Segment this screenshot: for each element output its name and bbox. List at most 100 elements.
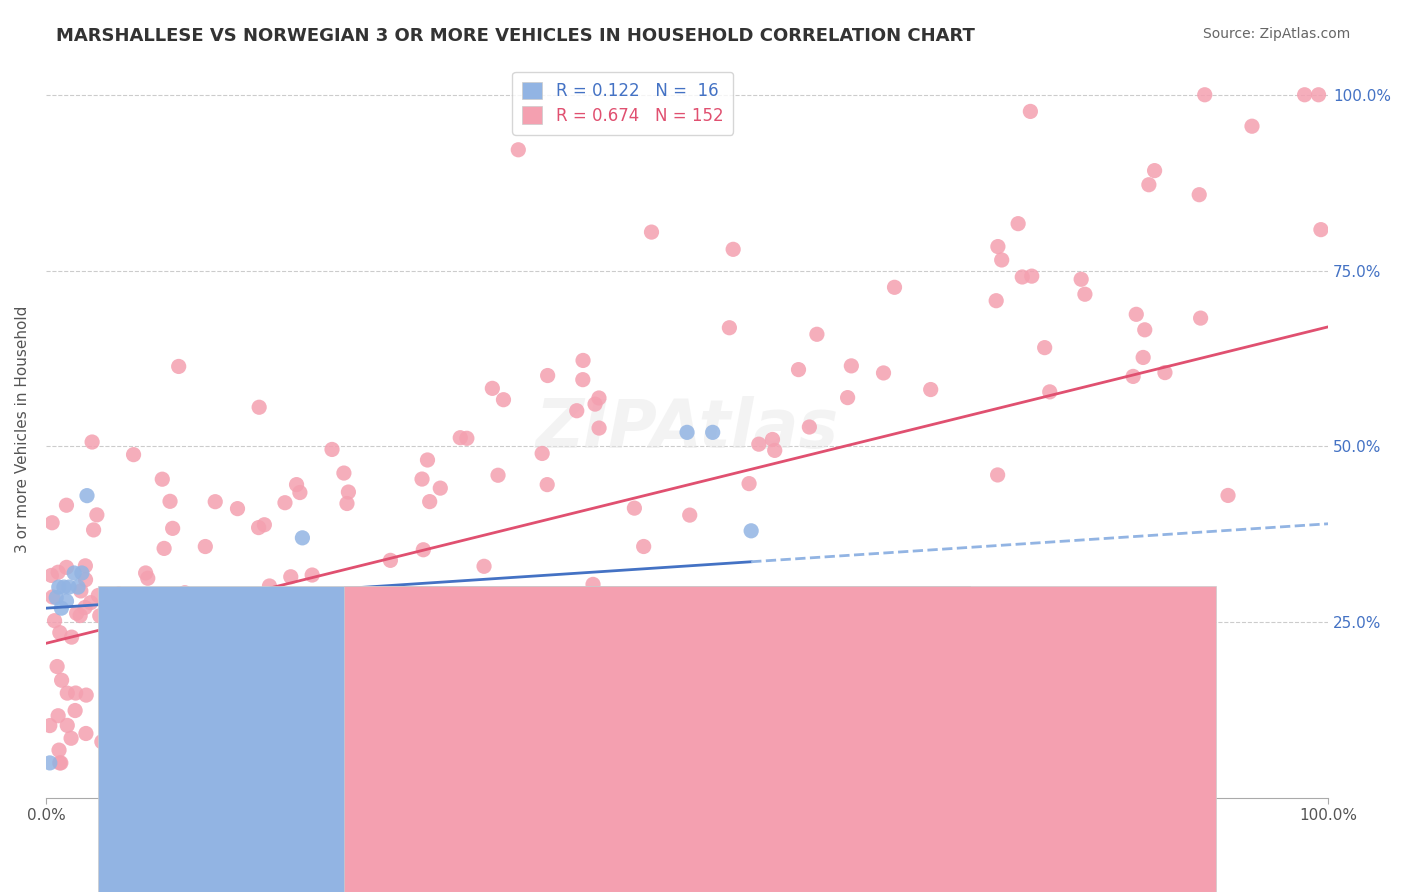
Point — [63, 704, 86, 718]
Point — [46, 566, 69, 580]
Point — [1194, 87, 1216, 102]
Point — [412, 542, 434, 557]
Point — [194, 540, 217, 554]
Point — [86, 508, 108, 522]
Point — [990, 252, 1012, 267]
Point — [83, 523, 105, 537]
Point — [73, 600, 96, 615]
Point — [150, 472, 173, 486]
Point — [226, 501, 249, 516]
Point — [883, 280, 905, 294]
Point — [1294, 87, 1316, 102]
Point — [537, 368, 560, 383]
Point — [508, 143, 530, 157]
Point — [214, 648, 236, 662]
Point — [136, 606, 159, 620]
Point — [235, 603, 257, 617]
Point — [204, 494, 226, 508]
Point — [48, 580, 70, 594]
Point — [159, 494, 181, 508]
Point — [472, 559, 495, 574]
Point — [531, 446, 554, 460]
Point — [419, 494, 441, 508]
Point — [48, 743, 70, 757]
Point — [60, 731, 83, 746]
Point — [1188, 187, 1211, 202]
Point — [107, 587, 129, 601]
Point — [319, 640, 342, 654]
Point — [60, 630, 83, 644]
Point — [75, 726, 97, 740]
Point — [51, 601, 73, 615]
Point — [112, 627, 135, 641]
Point — [599, 608, 621, 623]
Point — [676, 425, 699, 440]
Point — [336, 496, 359, 510]
Point — [198, 647, 221, 661]
Point — [1125, 307, 1147, 321]
Point — [1137, 178, 1160, 192]
Point — [1074, 287, 1097, 301]
Point — [96, 590, 118, 604]
Point — [640, 225, 662, 239]
Point — [256, 685, 278, 699]
Point — [52, 580, 75, 594]
Point — [304, 606, 326, 620]
Point — [45, 591, 67, 605]
Point — [380, 553, 402, 567]
Point — [1309, 222, 1331, 236]
Point — [492, 392, 515, 407]
Point — [285, 477, 308, 491]
Point — [122, 448, 145, 462]
Point — [41, 568, 63, 582]
Point — [1039, 384, 1062, 399]
Point — [920, 383, 942, 397]
Point — [1070, 272, 1092, 286]
Point — [572, 353, 595, 368]
Point — [58, 580, 80, 594]
Point — [1033, 341, 1056, 355]
Point — [105, 712, 128, 726]
Point — [486, 468, 509, 483]
Point — [100, 684, 122, 698]
Point — [115, 614, 138, 628]
Point — [301, 568, 323, 582]
Text: Source: ZipAtlas.com: Source: ZipAtlas.com — [1202, 27, 1350, 41]
Point — [89, 608, 111, 623]
Point — [761, 433, 783, 447]
Point — [740, 524, 762, 538]
Point — [149, 678, 172, 692]
Point — [70, 566, 93, 580]
Point — [872, 366, 894, 380]
Point — [247, 401, 270, 415]
Point — [986, 293, 1008, 308]
Point — [1154, 366, 1177, 380]
Point — [48, 756, 70, 770]
Point — [75, 688, 97, 702]
Point — [49, 756, 72, 770]
Point — [718, 320, 741, 334]
Point — [65, 686, 87, 700]
Point — [38, 756, 60, 770]
Point — [763, 443, 786, 458]
Point — [288, 485, 311, 500]
Point — [135, 566, 157, 580]
Point — [536, 477, 558, 491]
Point — [136, 571, 159, 585]
Point — [799, 420, 821, 434]
Point — [259, 579, 281, 593]
Point — [738, 476, 761, 491]
Point — [56, 718, 79, 732]
Point — [1021, 269, 1043, 284]
Point — [162, 521, 184, 535]
Point — [456, 431, 478, 445]
Point — [97, 662, 120, 676]
Point — [987, 467, 1010, 482]
Text: Marshallese: Marshallese — [527, 855, 619, 870]
Point — [253, 517, 276, 532]
Point — [280, 570, 302, 584]
Point — [76, 489, 98, 503]
Point — [276, 619, 298, 633]
Point — [204, 648, 226, 663]
Point — [588, 421, 610, 435]
